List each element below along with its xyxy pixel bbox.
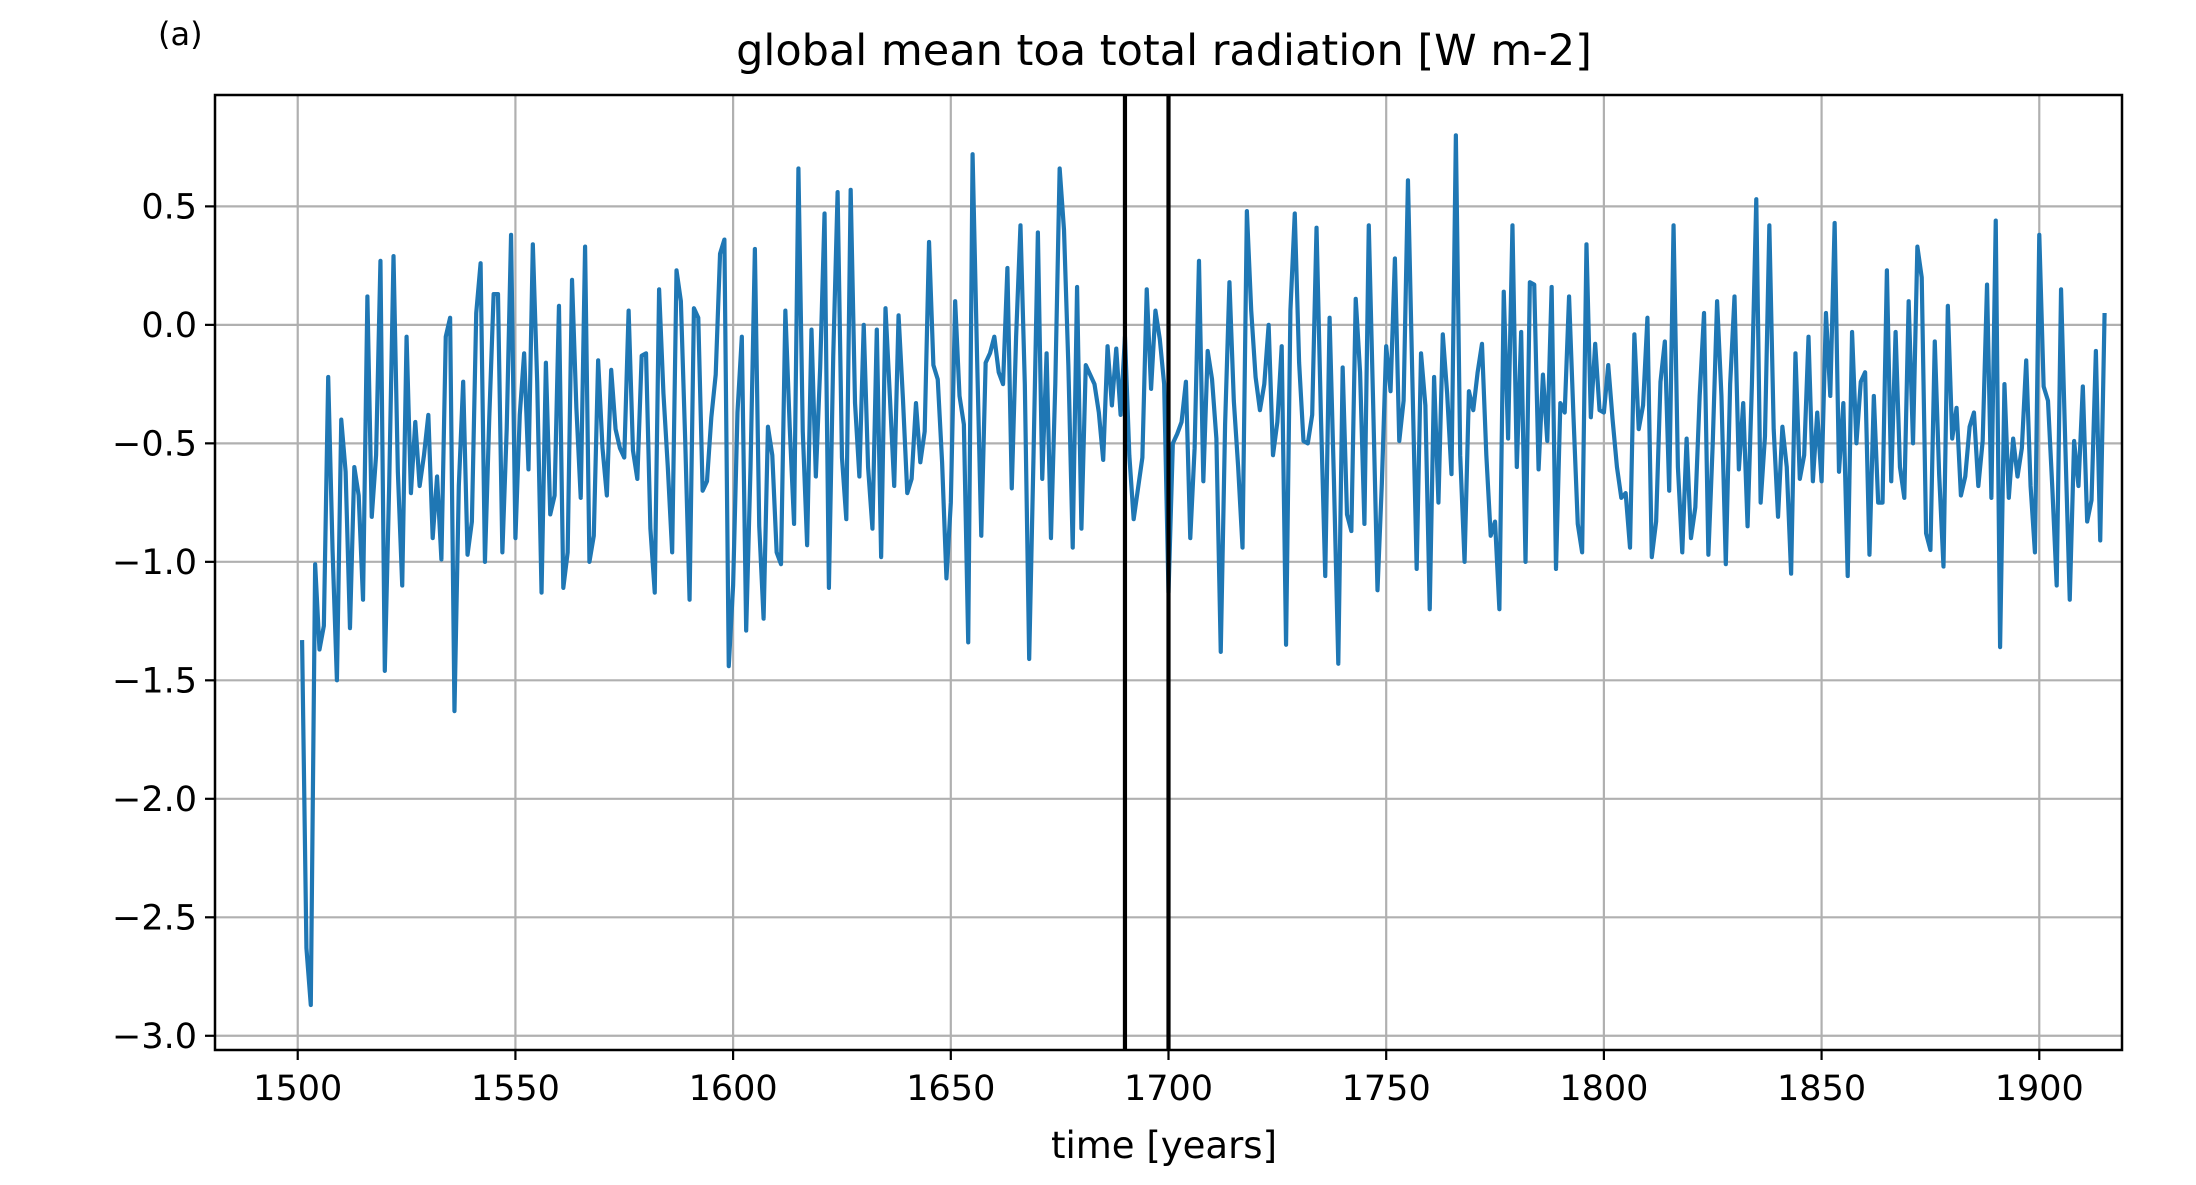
y-tick-label: −1.0 <box>112 543 197 583</box>
series-group <box>299 133 2107 1008</box>
x-tick-label: 1850 <box>1777 1069 1866 1109</box>
x-tick-label: 1650 <box>906 1069 995 1109</box>
x-tick-label: 1900 <box>1995 1069 2084 1109</box>
vertical-lines-group <box>1122 95 1171 1050</box>
y-tick-label: 0.0 <box>141 306 197 346</box>
y-tick-label: 0.5 <box>141 187 197 227</box>
y-tick-label: −0.5 <box>112 424 197 464</box>
y-tick-label: −1.5 <box>112 661 197 701</box>
x-tick-label: 1750 <box>1342 1069 1431 1109</box>
data-series-line <box>299 133 2107 1008</box>
panel-label: (a) <box>158 15 203 53</box>
chart-title: global mean toa total radiation [W m-2] <box>736 26 1592 76</box>
y-tick-label: −2.0 <box>112 780 197 820</box>
x-axis-label: time [years] <box>1051 1124 1277 1167</box>
y-tick-label: −2.5 <box>112 898 197 938</box>
y-tick-label: −3.0 <box>112 1017 197 1057</box>
x-tick-label: 1800 <box>1559 1069 1648 1109</box>
x-tick-label: 1550 <box>471 1069 560 1109</box>
x-tick-label: 1600 <box>689 1069 778 1109</box>
axis-ticks: 1500 1550 1600 1650 1700 1750 1800 1850 1900 0.5 0… <box>112 187 2084 1109</box>
x-tick-label: 1700 <box>1124 1069 1213 1109</box>
x-tick-label: 1500 <box>253 1069 342 1109</box>
